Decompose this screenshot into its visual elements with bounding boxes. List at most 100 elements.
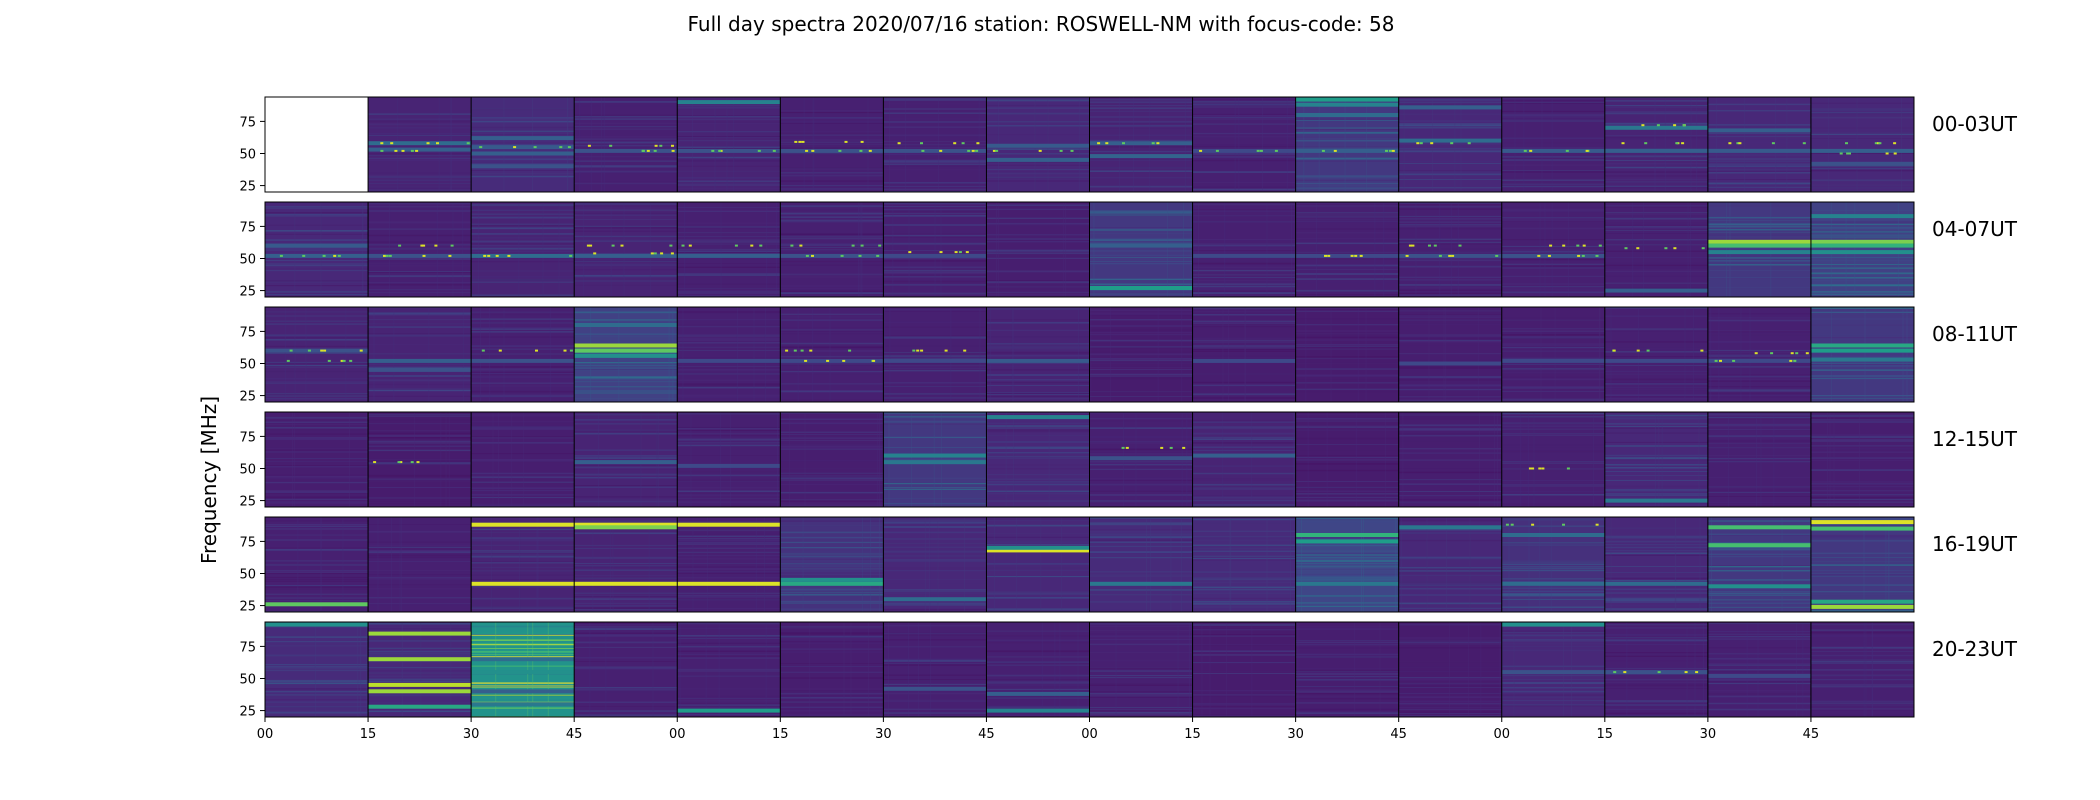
noise-stripe xyxy=(1192,186,1296,188)
noise-stripe xyxy=(1192,288,1296,290)
panel-background xyxy=(780,517,884,612)
noise-stripe xyxy=(1089,107,1193,110)
noise-column xyxy=(1638,307,1640,402)
noise-stripe xyxy=(677,118,781,120)
noise-column xyxy=(998,202,1000,297)
noise-stripe xyxy=(1810,227,1914,229)
noise-stripe xyxy=(265,502,369,504)
signal-dot xyxy=(1646,349,1650,352)
noise-stripe xyxy=(574,359,678,361)
emission-band xyxy=(368,141,472,146)
noise-stripe xyxy=(1295,444,1399,445)
noise-stripe xyxy=(265,264,369,267)
noise-stripe xyxy=(1707,570,1811,572)
noise-column xyxy=(1013,412,1015,507)
noise-column xyxy=(1675,517,1677,612)
spectrogram-panel xyxy=(1295,307,1399,402)
signal-dot xyxy=(1577,254,1581,257)
noise-stripe xyxy=(780,141,884,143)
noise-stripe xyxy=(574,333,678,335)
noise-stripe xyxy=(574,485,678,487)
noise-stripe xyxy=(368,212,472,214)
noise-stripe xyxy=(1501,412,1605,414)
noise-column xyxy=(1865,622,1867,717)
noise-column xyxy=(478,202,480,297)
noise-column xyxy=(869,517,871,612)
noise-stripe xyxy=(883,98,987,99)
noise-stripe xyxy=(265,260,369,261)
noise-stripe xyxy=(368,113,472,115)
noise-column xyxy=(883,307,885,402)
noise-stripe xyxy=(1295,712,1399,714)
noise-stripe xyxy=(677,548,781,549)
noise-stripe xyxy=(1295,358,1399,359)
noise-stripe xyxy=(883,345,987,347)
noise-stripe xyxy=(1810,434,1914,436)
noise-stripe xyxy=(1501,423,1605,425)
signal-dot xyxy=(1182,446,1186,449)
noise-stripe xyxy=(780,390,884,393)
noise-stripe xyxy=(986,217,1090,219)
noise-stripe xyxy=(780,370,884,373)
noise-stripe xyxy=(986,290,1090,293)
noise-stripe xyxy=(1192,320,1296,322)
noise-stripe xyxy=(1192,644,1296,646)
noise-stripe xyxy=(1192,421,1296,423)
signal-dot xyxy=(688,244,692,247)
noise-stripe xyxy=(883,578,987,580)
noise-stripe xyxy=(1398,686,1502,688)
emission-band xyxy=(1501,581,1605,586)
noise-stripe xyxy=(1707,708,1811,710)
signal-dot xyxy=(1682,124,1686,127)
noise-stripe xyxy=(1604,97,1708,99)
noise-column xyxy=(1786,97,1788,192)
noise-column xyxy=(366,412,368,507)
noise-stripe xyxy=(1707,520,1811,522)
noise-column xyxy=(1110,307,1112,402)
noise-column xyxy=(1540,307,1542,402)
noise-stripe xyxy=(677,342,781,344)
noise-stripe xyxy=(1295,494,1399,496)
signal-dot xyxy=(872,359,876,362)
signal-dot xyxy=(965,251,969,254)
noise-stripe xyxy=(1089,427,1193,429)
noise-stripe xyxy=(1398,388,1502,391)
noise-column xyxy=(978,97,980,192)
signal-dot xyxy=(1684,671,1688,674)
noise-stripe xyxy=(1501,694,1605,696)
noise-column xyxy=(1326,412,1328,507)
noise-stripe xyxy=(1810,293,1914,295)
noise-stripe xyxy=(574,574,678,576)
noise-stripe xyxy=(265,528,369,530)
noise-column xyxy=(1831,307,1833,402)
noise-stripe xyxy=(1192,548,1296,550)
noise-stripe xyxy=(1501,461,1605,463)
noise-stripe xyxy=(986,239,1090,240)
noise-stripe xyxy=(780,237,884,240)
noise-column xyxy=(503,97,505,192)
signal-dot xyxy=(1613,671,1617,674)
noise-column xyxy=(511,412,513,507)
noise-stripe xyxy=(883,714,987,716)
noise-stripe xyxy=(1192,292,1296,294)
spectrogram-panel xyxy=(1501,97,1605,192)
noise-stripe xyxy=(1398,104,1502,106)
noise-stripe xyxy=(574,595,678,596)
noise-stripe xyxy=(1707,133,1811,134)
signal-dot xyxy=(507,254,511,257)
noise-stripe xyxy=(1604,536,1708,538)
signal-dot xyxy=(609,144,613,147)
noise-stripe xyxy=(1192,337,1296,340)
noise-stripe xyxy=(1398,539,1502,542)
noise-stripe xyxy=(471,537,575,539)
emission-band xyxy=(1295,581,1399,586)
noise-column xyxy=(675,622,677,717)
noise-stripe xyxy=(471,108,575,111)
noise-stripe xyxy=(1398,146,1502,149)
noise-stripe xyxy=(1089,227,1193,229)
noise-stripe xyxy=(471,373,575,374)
noise-stripe xyxy=(1295,499,1399,502)
noise-stripe xyxy=(677,636,781,638)
noise-stripe xyxy=(1810,523,1914,525)
noise-stripe xyxy=(883,503,987,504)
